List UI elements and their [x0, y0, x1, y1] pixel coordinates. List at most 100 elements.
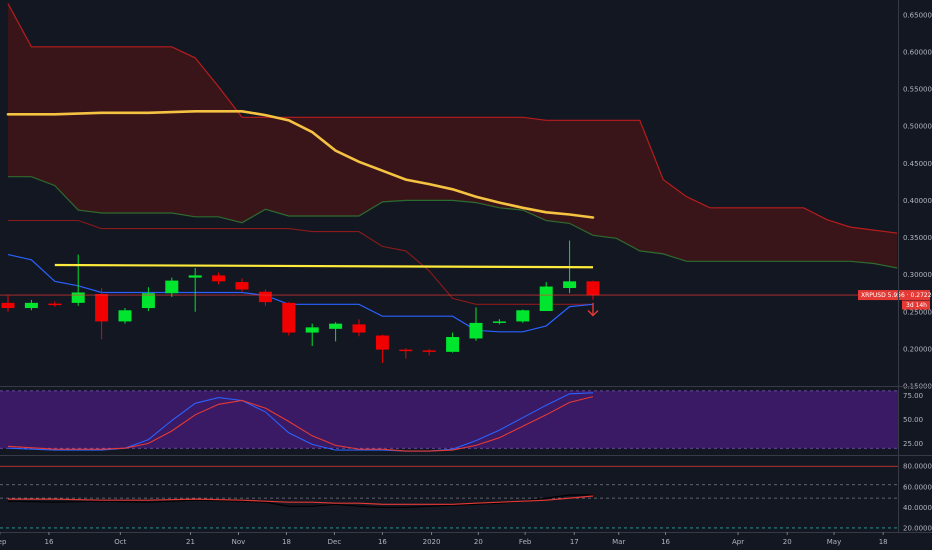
- x-tick-label: 21: [186, 538, 195, 546]
- x-tick-label: Oct: [114, 538, 126, 546]
- candle-body: [165, 280, 179, 294]
- moving-average-line: [6, 110, 595, 219]
- price-y-tick: 0.20000: [903, 345, 932, 353]
- candle: [141, 287, 155, 312]
- candle-body: [375, 335, 389, 350]
- price-y-tick: 0.45000: [903, 160, 932, 168]
- candle-body: [95, 293, 109, 322]
- candle: [329, 322, 343, 342]
- candle-body: [586, 281, 600, 296]
- candle: [516, 309, 530, 323]
- x-tick-label: 16: [378, 538, 387, 546]
- price-y-tick: 0.35000: [903, 234, 932, 242]
- rsi-lines: [7, 494, 594, 508]
- candle-body: [282, 302, 296, 333]
- price-y-tick: 0.65000: [903, 11, 932, 19]
- candle-body: [469, 322, 483, 339]
- candle: [212, 272, 226, 285]
- price-y-tick: 0.40000: [903, 197, 932, 205]
- candle: [118, 308, 132, 324]
- price-pane: 0.65000 0.60000 0.55000 0.50000 0.45000 0.400…: [0, 3, 932, 391]
- candle-body: [352, 324, 366, 333]
- price-y-tick: 0.30000: [903, 271, 932, 279]
- candle-body: [24, 302, 38, 309]
- price-candles: [1, 240, 600, 363]
- stoch-line-d: [7, 396, 594, 452]
- candle-body: [258, 291, 272, 303]
- x-tick-label: Mar: [612, 538, 625, 546]
- candle-body: [118, 310, 132, 322]
- x-tick-label: Nov: [232, 538, 246, 546]
- x-tick-label: 18: [282, 538, 291, 546]
- resistance-line: [54, 263, 594, 269]
- down-arrow-icon: [587, 309, 599, 317]
- candle: [48, 301, 62, 307]
- countdown-tag: [902, 300, 930, 310]
- stoch-y-tick: 50.00: [903, 416, 923, 424]
- candle-body: [563, 281, 577, 289]
- price-y-tick: 0.25000: [903, 308, 932, 316]
- candle-body: [516, 310, 530, 322]
- baseline-line: [8, 219, 593, 305]
- candle-body: [71, 292, 85, 303]
- x-tick-label: Dec: [328, 538, 342, 546]
- candle-body: [188, 275, 202, 278]
- candle: [282, 302, 296, 336]
- candle-body: [235, 282, 249, 290]
- x-tick-label: 16: [661, 538, 670, 546]
- stoch-rsi-pane: 75.00 50.00 25.00: [0, 390, 923, 452]
- rsi-line-2: [8, 495, 594, 505]
- ichimoku-cloud: [7, 3, 898, 269]
- candle: [539, 282, 553, 312]
- x-tick-label: Apr: [732, 538, 744, 546]
- candle-body: [399, 349, 413, 352]
- candle: [352, 319, 366, 337]
- candle: [422, 348, 436, 356]
- stoch-rsi-y-axis: 75.00 50.00 25.00: [903, 392, 923, 448]
- candle: [586, 280, 600, 300]
- stoch-rsi-band: [0, 390, 898, 449]
- candle: [1, 295, 15, 312]
- candle: [446, 332, 460, 353]
- stoch-y-tick: 75.00: [903, 392, 923, 400]
- x-tick-label: Feb: [519, 538, 532, 546]
- x-tick-label: Sep: [0, 538, 7, 546]
- candle: [95, 288, 109, 340]
- candle-body: [422, 350, 436, 352]
- x-tick-label: 20: [474, 538, 483, 546]
- countdown-text: 3d 14h: [906, 302, 927, 309]
- candle-body: [329, 323, 343, 329]
- x-tick-label: 16: [44, 538, 53, 546]
- candle: [469, 307, 483, 341]
- cloud-upper-line: [7, 3, 898, 234]
- candle: [258, 289, 272, 306]
- rsi-level-lines: [0, 465, 898, 529]
- candle-body: [305, 327, 319, 333]
- price-label-text: XRPUSD 5.956 · 0.27224: [861, 292, 932, 299]
- x-tick-label: 18: [879, 538, 888, 546]
- candle-body: [141, 293, 155, 309]
- candle: [399, 348, 413, 359]
- price-y-tick: 0.60000: [903, 48, 932, 56]
- candle: [235, 278, 249, 292]
- price-indicator-lines: [7, 219, 594, 333]
- candle: [375, 334, 389, 363]
- x-tick-label: 20: [783, 538, 792, 546]
- x-tick-label: 17: [570, 538, 579, 546]
- price-y-tick: 0.55000: [903, 86, 932, 94]
- cloud-lower-line: [8, 176, 898, 269]
- candle-body: [539, 286, 553, 312]
- candle: [24, 299, 38, 311]
- candle: [188, 267, 202, 312]
- candle-body: [1, 302, 15, 309]
- candle: [492, 319, 506, 325]
- time-x-axis[interactable]: Sep16Oct21Nov18Dec16202020Feb17Mar16Apr2…: [0, 532, 888, 546]
- stoch-line-k: [7, 392, 594, 452]
- candle-body: [212, 275, 226, 282]
